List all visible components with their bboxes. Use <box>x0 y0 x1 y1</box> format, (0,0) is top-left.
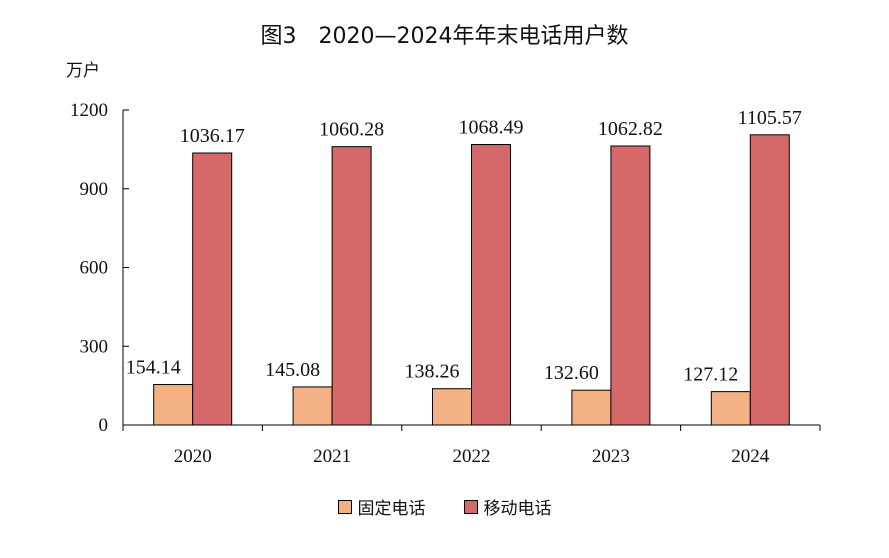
bar-fixed <box>432 388 472 426</box>
bar-mobile <box>331 146 372 426</box>
chart-title: 图3 2020—2024年年末电话用户数 <box>260 24 629 49</box>
legend-swatch-fixed <box>337 499 352 514</box>
y-axis-unit-label: 万户 <box>66 61 100 81</box>
bar-fixed <box>292 386 333 426</box>
x-tick-label: 2022 <box>453 446 491 467</box>
bar-mobile <box>610 145 651 426</box>
bar-mobile <box>749 134 790 426</box>
y-tick-label: 900 <box>80 179 109 200</box>
data-label-fixed: 127.12 <box>683 364 738 386</box>
x-tick-label: 2021 <box>313 446 351 467</box>
x-tick-label: 2020 <box>174 446 212 467</box>
data-label-fixed: 145.08 <box>265 359 320 381</box>
data-label-mobile: 1036.17 <box>180 125 245 147</box>
data-label-mobile: 1062.82 <box>598 118 663 140</box>
data-label-fixed: 132.60 <box>544 362 599 384</box>
bar-mobile <box>471 144 511 426</box>
bar-fixed <box>571 389 612 426</box>
y-tick-label: 600 <box>80 258 109 279</box>
x-tick-label: 2024 <box>731 446 770 467</box>
legend-item-fixed: 固定电话 <box>337 494 426 519</box>
bar-fixed <box>710 391 751 426</box>
x-tick-label: 2023 <box>592 446 630 467</box>
y-tick-label: 300 <box>80 336 109 357</box>
y-tick-label: 0 <box>99 415 109 436</box>
legend-label-fixed: 固定电话 <box>357 499 426 519</box>
data-label-fixed: 154.14 <box>126 357 181 379</box>
legend-label-mobile: 移动电话 <box>483 499 552 519</box>
data-label-fixed: 138.26 <box>405 361 460 383</box>
bar-fixed <box>153 384 194 426</box>
bar-mobile <box>192 152 233 426</box>
y-tick-label: 1200 <box>70 100 108 121</box>
legend: 固定电话 移动电话 <box>0 494 889 519</box>
legend-item-mobile: 移动电话 <box>463 494 552 519</box>
data-label-mobile: 1068.49 <box>459 117 524 139</box>
legend-swatch-mobile <box>463 499 478 514</box>
data-label-mobile: 1060.28 <box>319 119 384 141</box>
data-label-mobile: 1105.57 <box>738 107 802 129</box>
